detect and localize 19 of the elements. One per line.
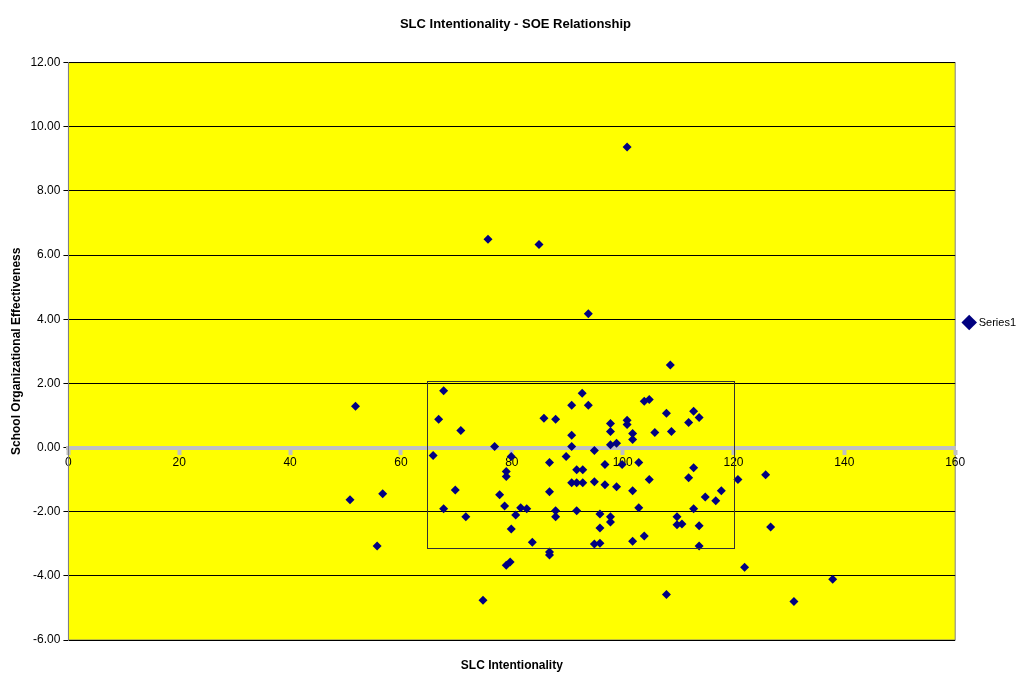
x-tick-label: 60 <box>394 455 408 470</box>
x-tick-label: 140 <box>834 455 855 470</box>
y-tick-label: 8.00 <box>37 183 61 198</box>
y-tick-label: 10.00 <box>30 119 61 134</box>
legend-label: Series1 <box>978 315 1016 328</box>
y-tick-label: -4.00 <box>33 568 61 583</box>
y-tick-label: 0.00 <box>37 439 61 454</box>
chart-title: SLC Intentionality - SOE Relationship <box>399 16 632 32</box>
x-axis-title: SLC Intentionality <box>460 658 564 673</box>
x-tick-label: 40 <box>283 455 298 470</box>
y-tick-label: 6.00 <box>37 247 61 262</box>
y-tick-label: 2.00 <box>37 375 61 390</box>
y-axis-title: School Organizational Effectiveness <box>8 247 23 455</box>
y-tick-label: -2.00 <box>33 504 61 518</box>
y-tick-label: -6.00 <box>33 632 61 647</box>
y-tick-label: 12.00 <box>30 54 61 69</box>
y-tick-label: 4.00 <box>37 311 61 326</box>
x-tick-label: 20 <box>172 455 187 470</box>
x-tick-label: 80 <box>505 455 519 470</box>
